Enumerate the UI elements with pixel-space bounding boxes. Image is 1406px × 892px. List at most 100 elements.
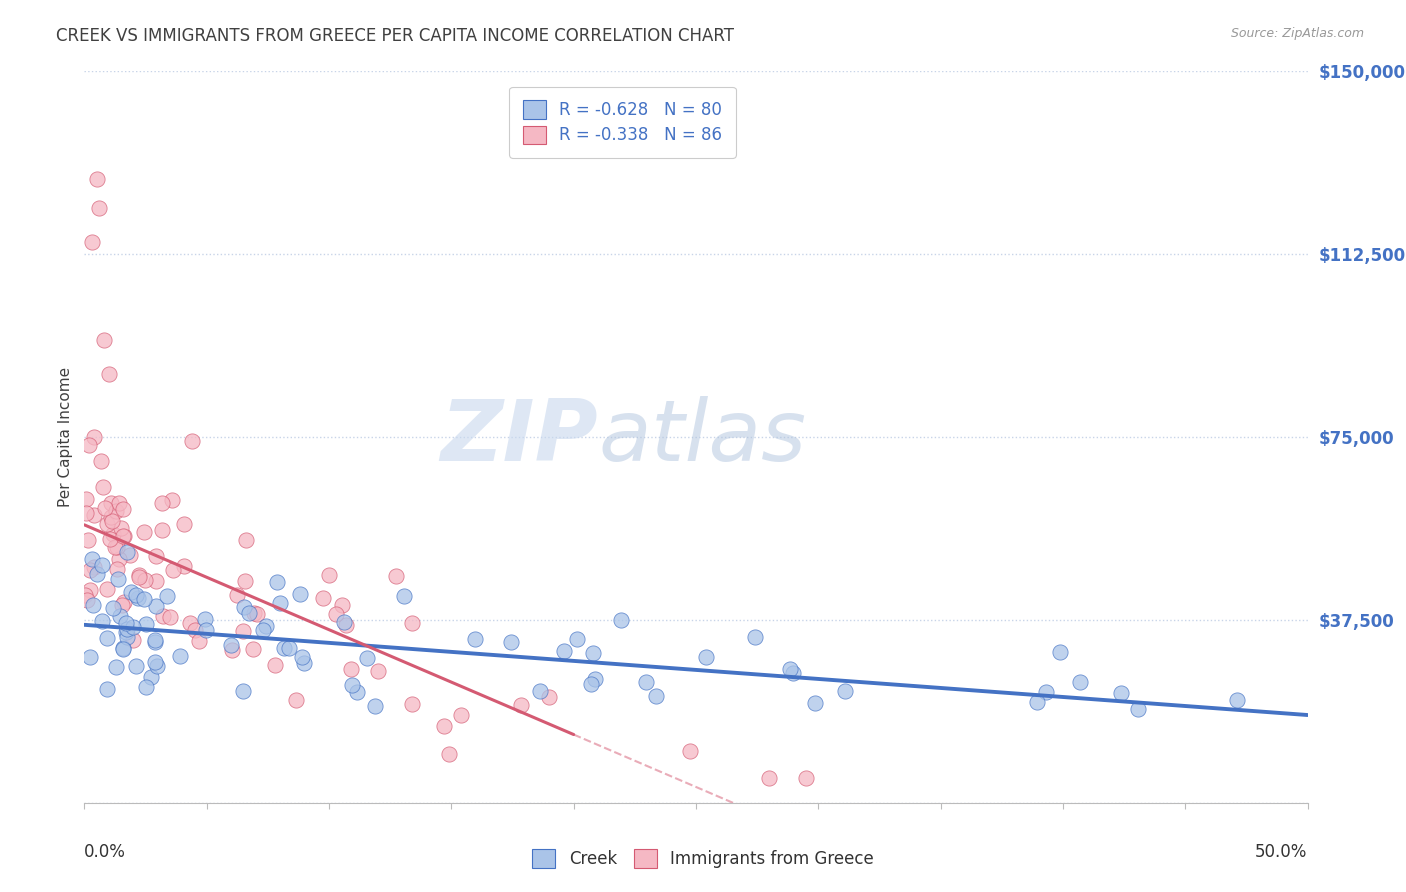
Point: [79, 563, 101, 577]
Point: [332, 598, 354, 612]
Point: [112, 501, 135, 516]
Point: [325, 607, 347, 622]
Point: [610, 613, 633, 627]
Point: [1226, 693, 1249, 707]
Point: [112, 642, 135, 657]
Point: [292, 656, 315, 670]
Point: [159, 609, 181, 624]
Point: [108, 609, 131, 624]
Point: [1128, 702, 1150, 716]
Point: [75, 506, 97, 520]
Point: [96, 582, 118, 596]
Point: [499, 635, 522, 649]
Point: [194, 624, 217, 638]
Point: [152, 609, 174, 624]
Point: [401, 616, 423, 631]
Point: [384, 569, 406, 583]
Point: [134, 592, 156, 607]
Point: [266, 574, 288, 589]
Point: [100, 510, 122, 524]
Point: [122, 633, 145, 648]
Point: [96, 516, 118, 531]
Point: [112, 529, 135, 543]
Point: [160, 493, 183, 508]
Point: [221, 643, 243, 657]
Point: [93, 333, 115, 347]
Point: [150, 524, 173, 538]
Point: [232, 684, 254, 698]
Point: [538, 690, 561, 705]
Point: [135, 617, 157, 632]
Point: [152, 496, 174, 510]
Point: [346, 685, 368, 699]
Point: [114, 624, 136, 639]
Point: [834, 684, 856, 698]
Point: [120, 584, 142, 599]
Point: [91, 481, 114, 495]
Point: [194, 612, 217, 626]
Point: [758, 772, 780, 786]
Point: [115, 622, 138, 636]
Point: [127, 591, 149, 606]
Point: [79, 650, 101, 665]
Point: [246, 607, 269, 622]
Legend: R = -0.628   N = 80, R = -0.338   N = 86: R = -0.628 N = 80, R = -0.338 N = 86: [509, 87, 735, 158]
Point: [80, 235, 103, 249]
Point: [744, 630, 766, 644]
Point: [290, 587, 312, 601]
Point: [364, 698, 387, 713]
Point: [233, 599, 256, 614]
Point: [367, 664, 389, 678]
Point: [141, 670, 163, 684]
Point: [97, 367, 120, 381]
Point: [529, 683, 551, 698]
Point: [101, 514, 124, 528]
Point: [143, 635, 166, 649]
Text: ZIP: ZIP: [440, 395, 598, 479]
Point: [83, 560, 105, 574]
Point: [90, 454, 112, 468]
Point: [679, 744, 702, 758]
Point: [76, 593, 98, 607]
Point: [80, 552, 103, 566]
Point: [269, 596, 291, 610]
Point: [1111, 686, 1133, 700]
Point: [125, 658, 148, 673]
Point: [188, 633, 211, 648]
Text: 50.0%: 50.0%: [1256, 843, 1308, 861]
Point: [73, 588, 96, 602]
Point: [145, 599, 167, 614]
Point: [553, 644, 575, 658]
Point: [111, 599, 134, 613]
Point: [101, 601, 124, 615]
Point: [695, 650, 717, 665]
Point: [219, 639, 242, 653]
Point: [645, 689, 668, 703]
Point: [634, 675, 657, 690]
Point: [104, 540, 127, 554]
Point: [134, 573, 156, 587]
Point: [128, 568, 150, 582]
Text: atlas: atlas: [598, 395, 806, 479]
Point: [121, 620, 143, 634]
Point: [510, 698, 533, 712]
Point: [82, 598, 104, 612]
Legend: Creek, Immigrants from Greece: Creek, Immigrants from Greece: [526, 843, 880, 875]
Point: [143, 632, 166, 647]
Point: [87, 201, 110, 215]
Text: 0.0%: 0.0%: [84, 843, 127, 861]
Y-axis label: Per Capita Income: Per Capita Income: [58, 367, 73, 508]
Point: [98, 533, 121, 547]
Point: [111, 529, 134, 543]
Point: [311, 591, 333, 605]
Point: [235, 574, 257, 589]
Point: [179, 616, 201, 631]
Point: [433, 719, 456, 733]
Point: [254, 618, 277, 632]
Point: [173, 559, 195, 574]
Point: [104, 660, 127, 674]
Point: [394, 589, 416, 603]
Point: [96, 631, 118, 645]
Point: [83, 508, 105, 522]
Point: [115, 545, 138, 559]
